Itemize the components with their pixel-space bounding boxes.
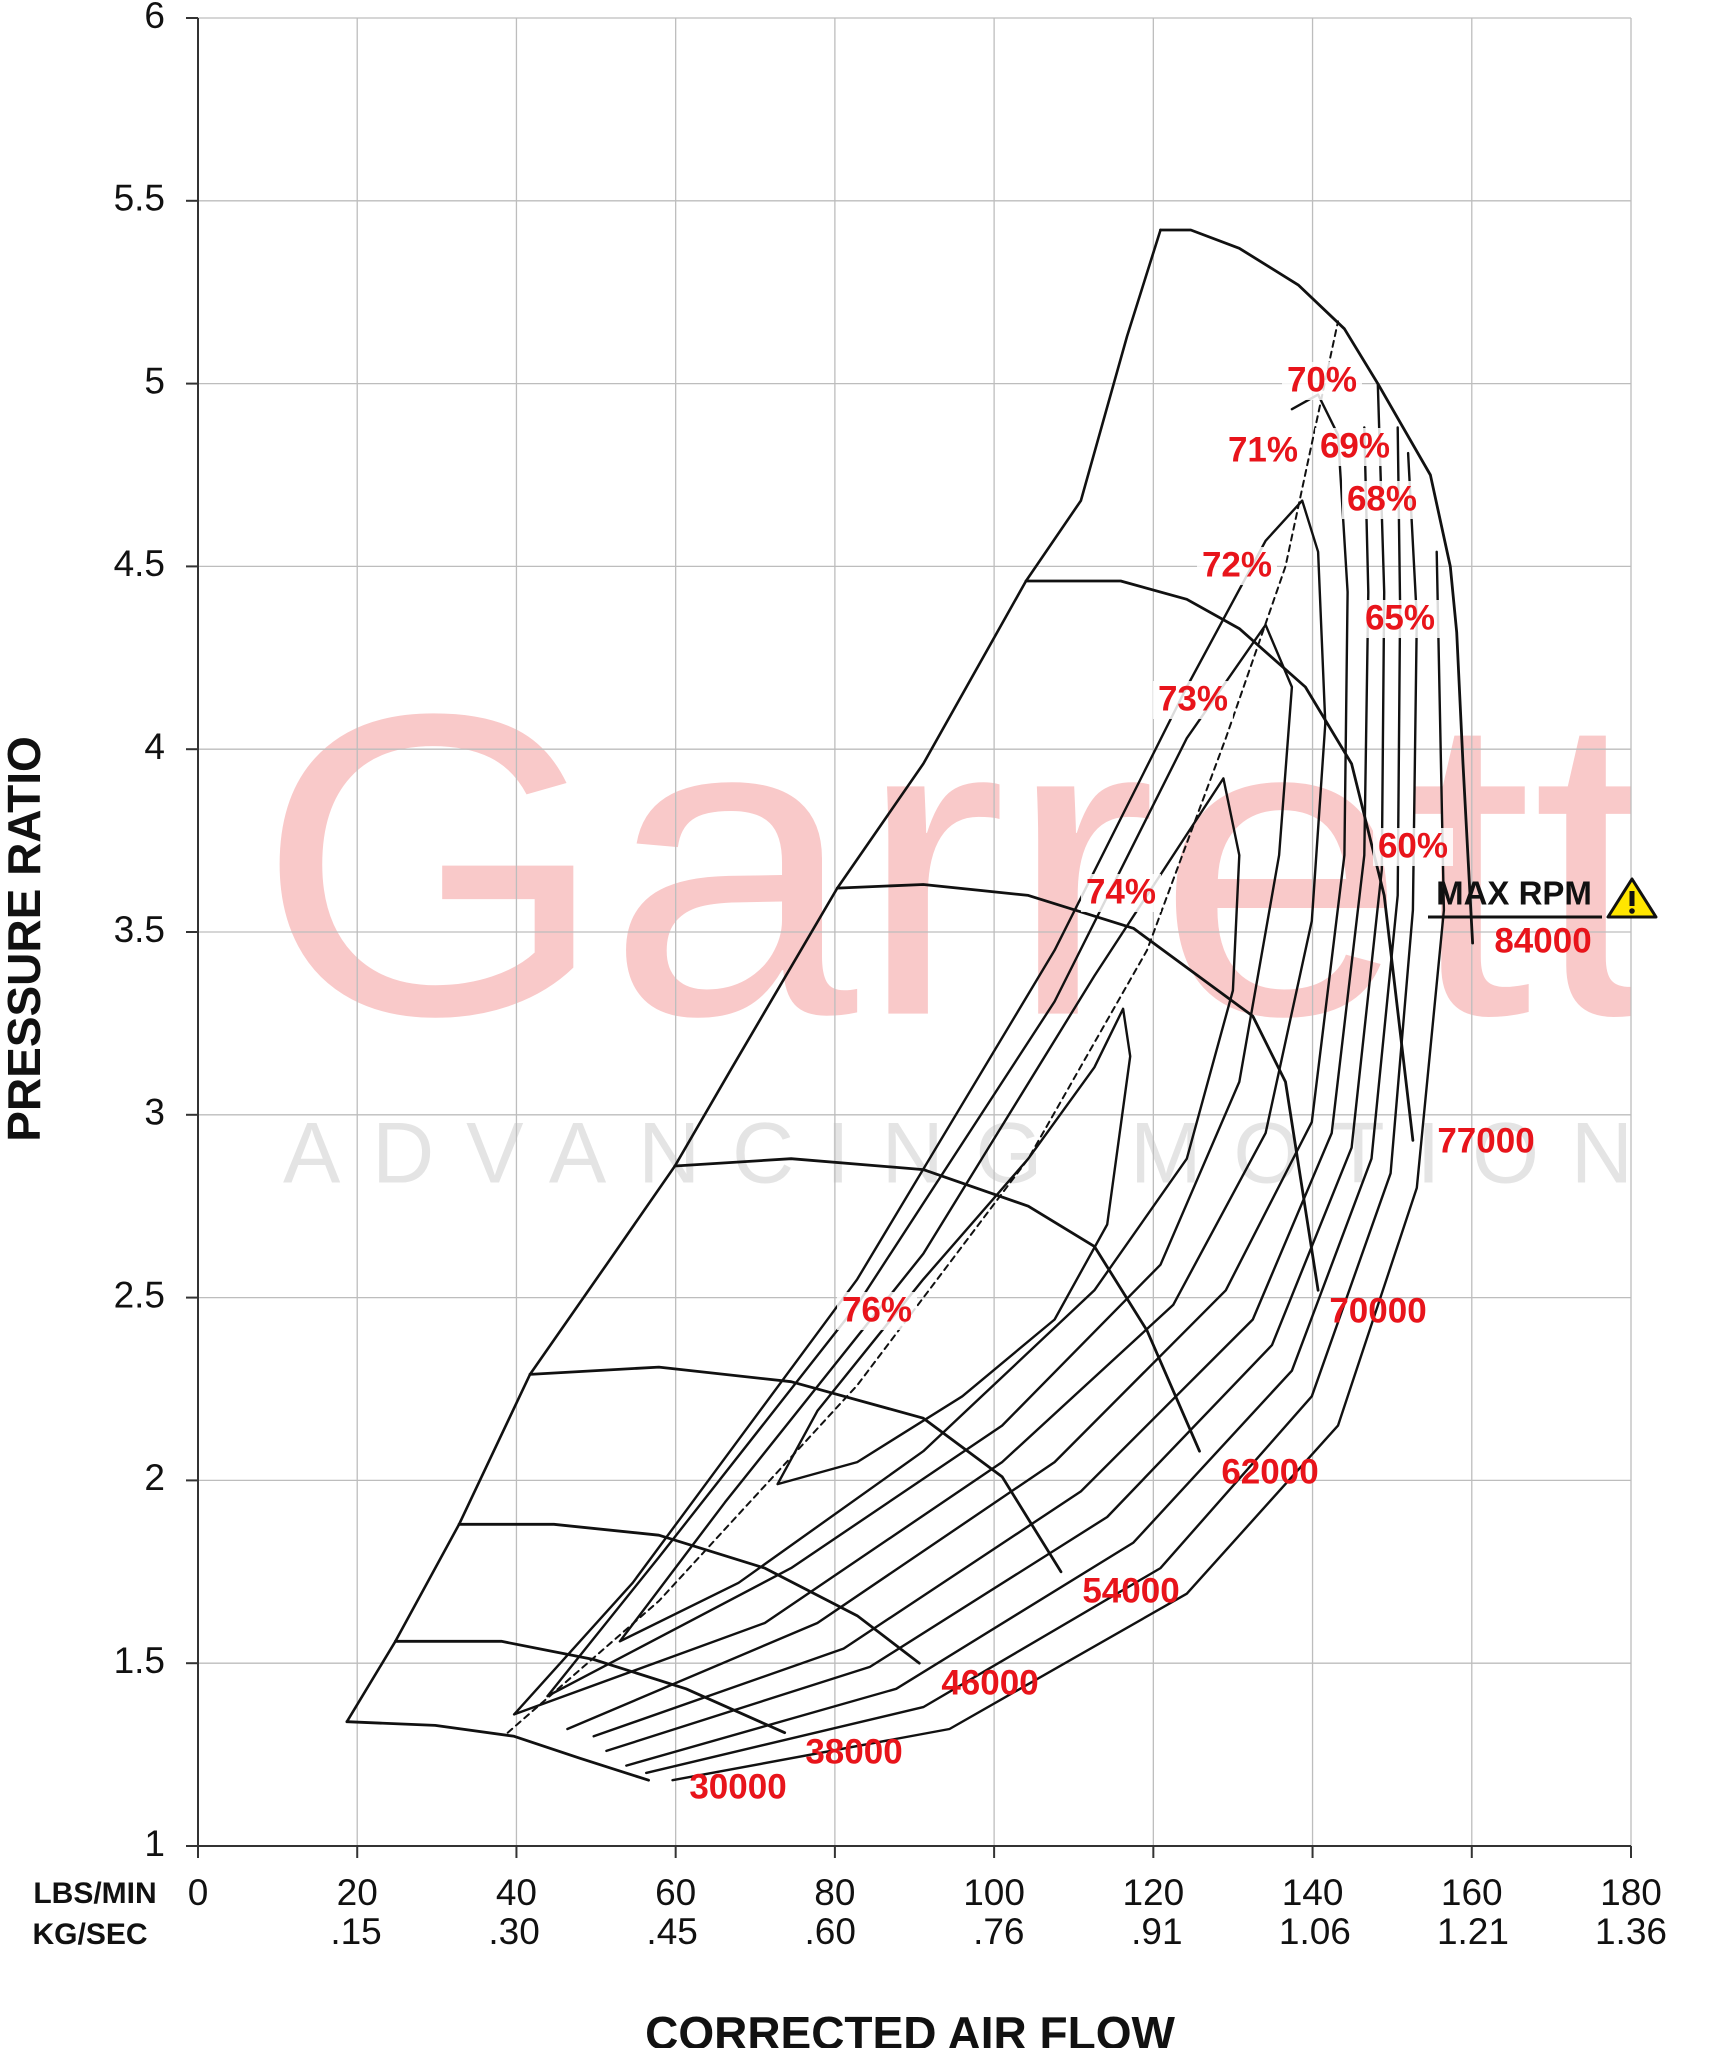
x2-tick-label: .15 <box>330 1911 381 1952</box>
y-tick-label: 4.5 <box>114 543 165 584</box>
efficiency-label-bg <box>1081 874 1161 912</box>
efficiency-label: 60% <box>1378 826 1448 865</box>
x2-tick-label: 1.21 <box>1437 1911 1509 1952</box>
efficiency-label: 71% <box>1228 430 1298 469</box>
speed-line <box>1024 579 1415 1142</box>
y-tick-label: 1 <box>144 1823 165 1864</box>
x2-tick-label: .30 <box>488 1911 539 1952</box>
speed-line <box>345 1720 650 1782</box>
speed-line <box>835 883 1320 1292</box>
x-unit-label: LBS/MIN <box>33 1877 156 1910</box>
speed-line <box>394 1639 787 1735</box>
x2-tick-label: 1.06 <box>1279 1911 1351 1952</box>
efficiency-contour <box>645 451 1418 1775</box>
x-tick-label: 120 <box>1122 1872 1184 1913</box>
speed-line <box>1159 228 1474 945</box>
efficiency-label-bg <box>1153 681 1233 719</box>
efficiency-label: 69% <box>1320 426 1390 465</box>
x2-tick-label: .76 <box>973 1911 1024 1952</box>
x2-tick-label: .45 <box>646 1911 697 1952</box>
efficiency-contour <box>625 426 1402 1767</box>
speed-line-label: 30000 <box>689 1767 786 1806</box>
efficiency-label-bg <box>1342 481 1422 519</box>
efficiency-contour <box>566 393 1349 1731</box>
efficiency-label: 68% <box>1347 479 1417 518</box>
x-tick-label: 180 <box>1600 1872 1662 1913</box>
x-tick-label: 40 <box>496 1872 537 1913</box>
speed-line-label: 54000 <box>1082 1571 1179 1610</box>
peak-efficiency-line <box>506 320 1339 1734</box>
warning-icon-dot <box>1629 908 1635 914</box>
watermark-slogan: ADVANCING MOTION <box>283 1106 1633 1202</box>
x-axis-title: CORRECTED AIR FLOW <box>645 2007 1175 2048</box>
x-tick-label: 160 <box>1441 1872 1503 1913</box>
efficiency-label-bg <box>1360 600 1440 638</box>
speed-line-label: 38000 <box>805 1732 902 1771</box>
y-tick-label: 2 <box>144 1457 165 1498</box>
speed-line-label: 70000 <box>1329 1291 1426 1330</box>
speed-line <box>528 1365 1063 1574</box>
y-tick-label: 2.5 <box>114 1274 165 1315</box>
efficiency-contour <box>671 550 1446 1782</box>
efficiency-label: 74% <box>1086 872 1156 911</box>
y-axis-title: PRESSURE RATIO <box>0 736 50 1142</box>
x-tick-label: 80 <box>814 1872 855 1913</box>
efficiency-label-bg <box>1223 432 1303 470</box>
x2-tick-label: 1.36 <box>1595 1911 1667 1952</box>
x-tick-label: 20 <box>337 1872 378 1913</box>
efficiency-label: 72% <box>1202 545 1272 584</box>
speed-line-label: 46000 <box>941 1663 1038 1702</box>
max-rpm-label: MAX RPM <box>1436 875 1592 912</box>
efficiency-label: 73% <box>1158 679 1228 718</box>
x-tick-label: 0 <box>188 1872 209 1913</box>
speed-line-label: 62000 <box>1221 1452 1318 1491</box>
efficiency-label: 76% <box>842 1290 912 1329</box>
x2-unit-label: KG/SEC <box>32 1918 147 1951</box>
y-tick-label: 6 <box>144 0 165 36</box>
labels: 11.522.533.544.555.560 20 40 60 80 100 120 140 1… <box>114 0 1667 1952</box>
x-tick-label: 140 <box>1282 1872 1344 1913</box>
efficiency-label-bg <box>1315 428 1395 466</box>
x-tick-label: 60 <box>655 1872 696 1913</box>
y-tick-label: 3 <box>144 1092 165 1133</box>
speed-line-label: 77000 <box>1437 1121 1534 1160</box>
y-tick-label: 5.5 <box>114 178 165 219</box>
x-tick-label: 100 <box>963 1872 1025 1913</box>
x2-tick-label: .60 <box>804 1911 855 1952</box>
warning-icon-bar <box>1629 891 1635 906</box>
y-tick-label: 4 <box>144 726 165 767</box>
y-tick-label: 1.5 <box>114 1640 165 1681</box>
efficiency-label-bg <box>1197 547 1277 585</box>
speed-line-label: 84000 <box>1494 921 1591 960</box>
efficiency-label: 70% <box>1287 360 1357 399</box>
speed-line <box>457 1522 921 1665</box>
efficiency-label-bg <box>837 1292 917 1330</box>
max-rpm-marker: MAX RPM <box>1428 875 1658 919</box>
curves <box>345 228 1474 1782</box>
x2-tick-label: .91 <box>1131 1911 1182 1952</box>
efficiency-label: 65% <box>1365 598 1435 637</box>
efficiency-label-bg <box>1282 362 1362 400</box>
y-tick-label: 5 <box>144 360 165 401</box>
efficiency-label-bg <box>1373 828 1453 866</box>
speed-line <box>673 1157 1201 1453</box>
y-tick-label: 3.5 <box>114 909 165 950</box>
